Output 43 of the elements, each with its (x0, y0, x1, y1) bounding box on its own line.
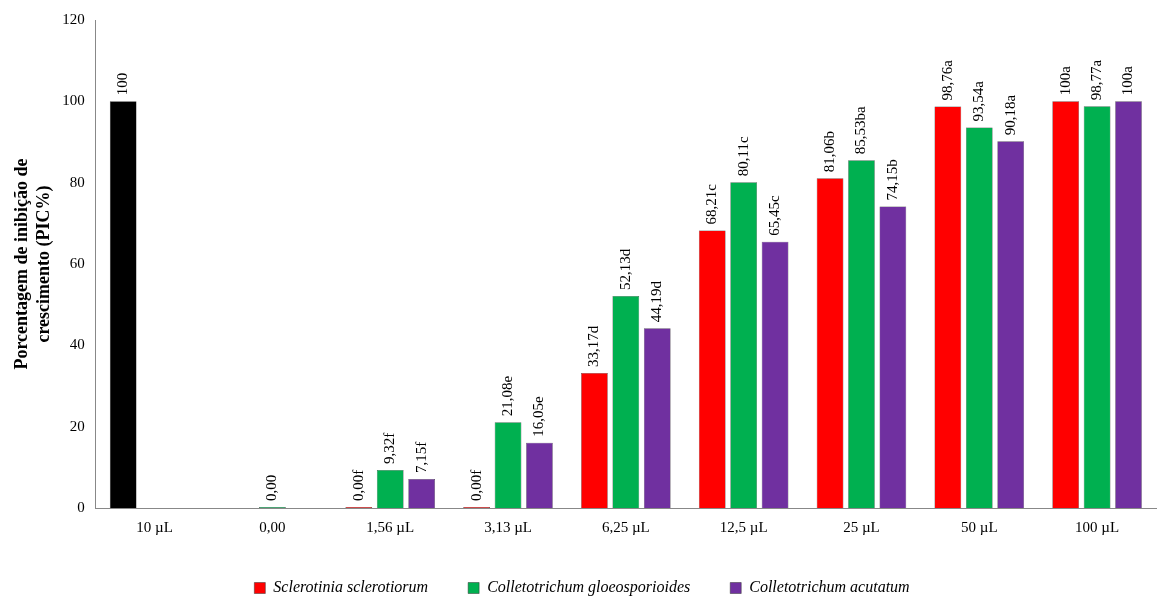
data-label: 44,19d (648, 280, 665, 323)
y-tick-label: 80 (69, 173, 85, 190)
data-label: 52,13d (616, 248, 633, 290)
data-label: 80,11c (734, 136, 751, 177)
data-label: 16,05e (530, 395, 547, 437)
data-label: 100a (1119, 65, 1136, 96)
x-tick-label: 12,5 µL (719, 518, 768, 535)
y-tick-label: 0 (77, 498, 85, 515)
legend-label: Colletotrichum acutatum (749, 578, 910, 596)
data-label: 68,21c (703, 183, 720, 225)
data-label: 0,00f (467, 469, 484, 501)
data-label: 65,45c (766, 195, 783, 236)
data-label: 100 (114, 72, 131, 96)
y-axis-title: Porcentagem de inibição de crescimento (PIC%) (11, 158, 55, 370)
y-tick-label: 120 (62, 10, 85, 27)
data-label: 0,00 (263, 474, 280, 501)
data-label: 93,54a (970, 80, 987, 122)
data-label: 21,08e (498, 375, 515, 417)
data-label: 85,53ba (852, 105, 869, 155)
x-tick-label: 100 µL (1075, 518, 1120, 535)
y-tick-label: 60 (69, 254, 85, 271)
data-label: 9,32f (381, 432, 398, 465)
data-label: 33,17d (585, 325, 602, 368)
x-tick-label: 25 µL (843, 518, 880, 535)
data-label: 100a (1056, 65, 1073, 96)
x-tick-label: 10 µL (136, 518, 173, 535)
data-label: 7,15f (412, 441, 429, 473)
y-tick-label: 100 (62, 92, 85, 109)
data-label: 81,06b (820, 131, 837, 173)
y-tick-label: 40 (69, 336, 85, 353)
data-label: 90,18a (1001, 94, 1018, 136)
data-label: 98,77a (1088, 59, 1105, 101)
x-tick-label: 50 µL (961, 518, 998, 535)
x-tick-label: 3,13 µL (484, 518, 532, 535)
x-tick-label: 1,56 µL (366, 518, 415, 535)
y-tick-label: 20 (69, 417, 85, 434)
data-label: 0,00f (349, 469, 366, 501)
x-tick-label: 6,25 µL (601, 518, 650, 535)
data-label: 98,76a (938, 59, 955, 101)
legend-label: Colletotrichum gloeosporioides (487, 578, 691, 597)
legend-label: Sclerotinia sclerotiorum (273, 578, 429, 596)
x-tick-label: 0,00 (259, 518, 286, 535)
data-label: 74,15b (883, 159, 900, 201)
